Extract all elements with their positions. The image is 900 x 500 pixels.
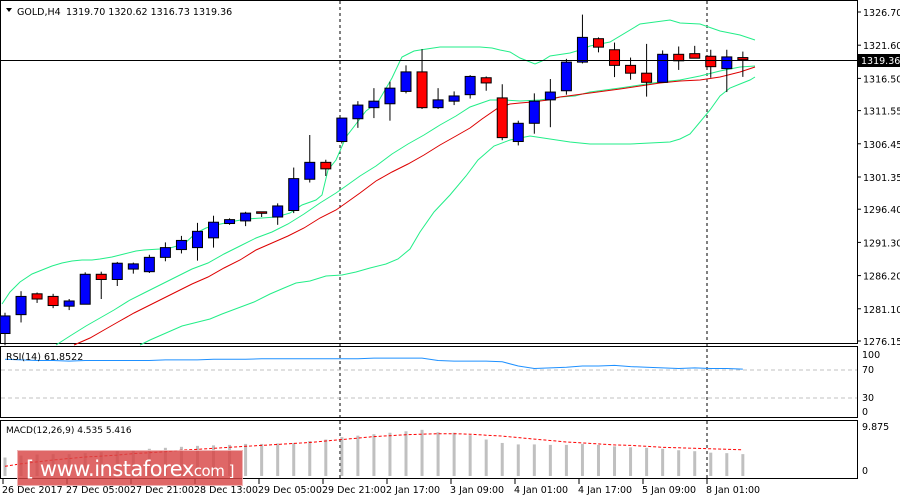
time-label: 28 Dec 13:00: [194, 485, 258, 496]
candle: [609, 42, 621, 78]
time-axis: 26 Dec 2017 27 Dec 05:00 27 Dec 21:00 28 De…: [2, 479, 760, 496]
chart-ohlc: 1319.70 1320.62 1316.73 1319.36: [66, 7, 232, 18]
candle: [63, 299, 75, 311]
time-label: 4 Jan 01:00: [514, 485, 568, 496]
chart-symbol: GOLD,H4: [17, 7, 61, 18]
candle: [143, 254, 155, 273]
candle: [705, 49, 717, 78]
candle: [31, 292, 43, 303]
candle: [175, 235, 187, 254]
candle: [400, 65, 412, 94]
svg-text:0: 0: [862, 407, 868, 418]
candle: [0, 312, 11, 346]
macd-label: MACD(12,26,9) 4.535 5.416: [6, 426, 132, 436]
price-tick: 1301.35: [863, 173, 900, 184]
candle: [641, 43, 653, 97]
rsi-axis: 100 70 30 0: [862, 350, 880, 418]
price-tick: 1286.20: [863, 272, 900, 283]
price-tick: 1311.55: [863, 107, 900, 118]
svg-text:70: 70: [862, 365, 874, 376]
candle: [689, 45, 701, 59]
candle: [464, 75, 476, 99]
candle: [224, 218, 236, 225]
time-label: 29 Dec 05:00: [258, 485, 322, 496]
time-label: 4 Jan 17:00: [578, 485, 632, 496]
macd-signal-line: [4, 433, 743, 467]
candle: [320, 159, 332, 177]
candle: [240, 211, 252, 227]
price-tick: 1291.30: [863, 238, 900, 249]
candle: [191, 222, 203, 261]
candle: [111, 261, 123, 287]
time-label: 2 Jan 17:00: [386, 485, 440, 496]
candle: [304, 135, 316, 183]
candle: [95, 271, 107, 300]
time-label: 27 Dec 21:00: [130, 485, 194, 496]
candle: [480, 76, 492, 91]
price-axis: 1326.70 1321.60 1316.50 1311.55 1306.45 1301.…: [857, 8, 900, 348]
candle: [352, 101, 364, 128]
candle: [288, 167, 300, 214]
time-label: 27 Dec 05:00: [66, 485, 130, 496]
candle: [496, 84, 508, 141]
macd-histogram: [3, 429, 745, 476]
candle: [432, 88, 444, 109]
candle: [512, 120, 524, 146]
main-price-panel[interactable]: [0, 0, 858, 344]
candle: [448, 91, 460, 106]
price-tick: 1316.50: [863, 74, 900, 85]
price-tick: 1296.40: [863, 205, 900, 216]
price-tick: 1326.70: [863, 8, 900, 19]
candle: [592, 37, 604, 53]
rsi-line: [4, 357, 743, 370]
svg-text:100: 100: [862, 350, 880, 361]
candle: [528, 93, 540, 134]
time-label: 5 Jan 09:00: [642, 485, 696, 496]
triangle-down-icon[interactable]: [6, 8, 12, 12]
time-label: 29 Dec 21:00: [322, 485, 386, 496]
candle: [79, 272, 91, 305]
price-tick: 1306.45: [863, 140, 900, 151]
candle: [544, 79, 556, 128]
moving-average: [73, 66, 756, 346]
candle: [15, 291, 27, 323]
candle: [368, 88, 380, 119]
bollinger-middle: [55, 65, 756, 346]
current-price-badge: [858, 54, 900, 67]
candle: [47, 293, 59, 309]
rsi-panel[interactable]: [0, 346, 858, 418]
svg-text:30: 30: [862, 393, 874, 404]
instaforex-watermark: [ www.instaforexcom ]: [17, 450, 243, 486]
candle: [159, 242, 171, 262]
price-tick: 1281.10: [863, 305, 900, 316]
candle: [384, 81, 396, 121]
macd-axis: 9.875 0: [862, 422, 889, 477]
time-label: 8 Jan 01:00: [706, 485, 760, 496]
time-label: 26 Dec 2017: [2, 485, 63, 496]
candle: [721, 49, 733, 93]
candle: [272, 203, 284, 225]
svg-text:0: 0: [862, 466, 868, 477]
candle: [560, 58, 572, 95]
time-label: 3 Jan 09:00: [450, 485, 504, 496]
candle: [416, 49, 428, 109]
rsi-label: RSI(14) 61.8522: [6, 352, 83, 363]
current-price-label: 1319.36: [861, 56, 900, 67]
candle: [737, 51, 749, 77]
candle: [657, 50, 669, 83]
bollinger-lower: [139, 76, 756, 346]
price-tick: 1321.60: [863, 41, 900, 52]
price-tick: 1276.15: [863, 337, 900, 348]
candle: [208, 215, 220, 248]
candle: [576, 14, 588, 64]
candle: [336, 117, 348, 144]
candle: [127, 262, 139, 274]
candle: [256, 211, 268, 218]
candle: [625, 57, 637, 80]
svg-text:9.875: 9.875: [862, 422, 889, 433]
